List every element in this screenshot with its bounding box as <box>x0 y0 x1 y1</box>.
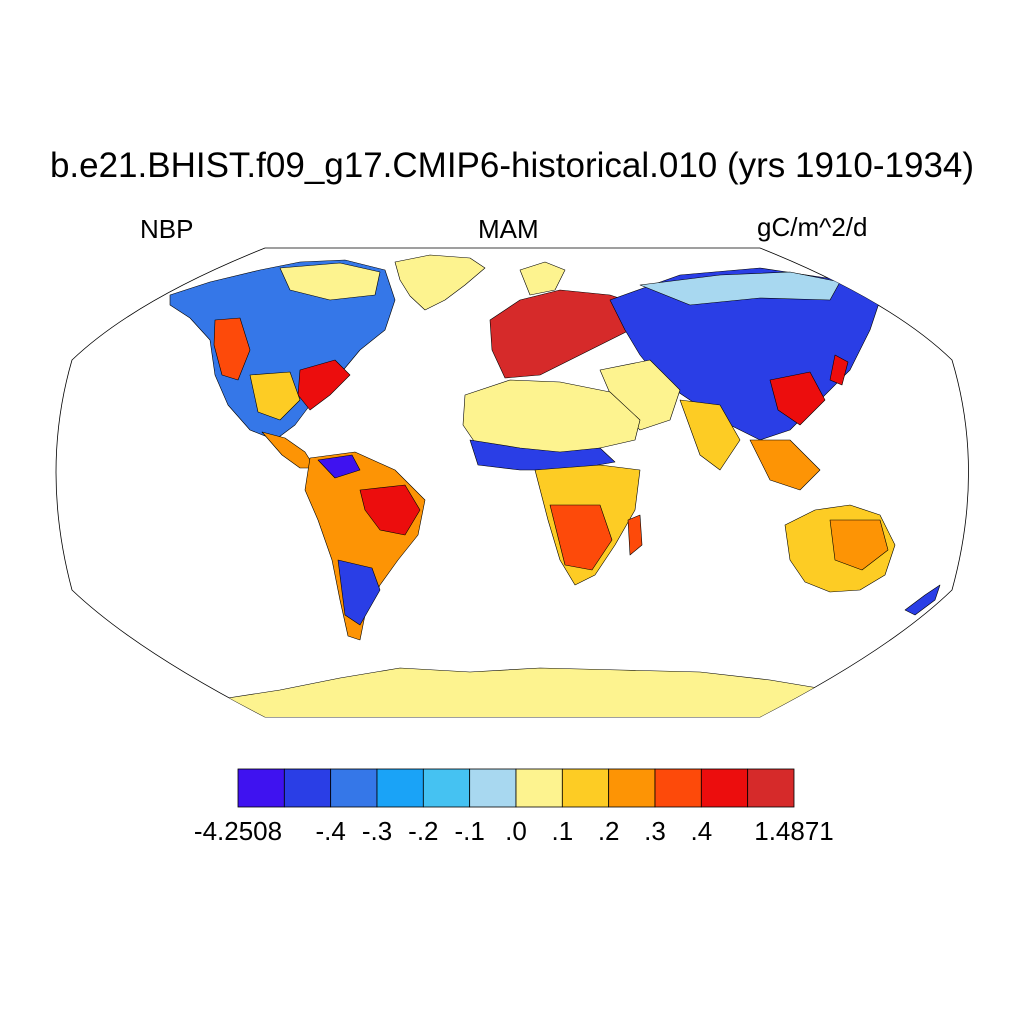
colorbar-tick-label: -.1 <box>454 816 484 846</box>
region-sa-amazon <box>359 484 421 536</box>
colorbar-swatch <box>747 768 795 808</box>
region-southeast-asia <box>749 439 821 491</box>
region-southern-africa <box>549 504 613 571</box>
region-europe <box>489 289 641 379</box>
colorbar-swatch <box>608 768 656 808</box>
colorbar-tick-label: .1 <box>551 816 573 846</box>
colorbar-tick-label: -.2 <box>408 816 438 846</box>
region-scandinavia <box>519 261 566 296</box>
region-sa-north <box>317 454 361 479</box>
colorbar-swatch <box>700 768 749 808</box>
region-na-central <box>249 371 301 421</box>
region-australia-east <box>829 519 889 571</box>
region-madagascar <box>627 514 643 556</box>
colorbar-swatch <box>469 768 517 808</box>
plot-title: b.e21.BHIST.f09_g17.CMIP6-historical.010… <box>49 146 975 185</box>
units-label: gC/m^2/d <box>757 212 868 242</box>
variable-label: NBP <box>140 214 194 244</box>
colorbar-labels: -4.2508 -.4 -.3 -.2 -.1 .0 .1 .2 .3 .4 1.4871 <box>194 816 834 846</box>
colorbar-tick-label: -4.2508 <box>194 816 282 846</box>
colorbar-swatch <box>376 768 424 808</box>
colorbar-tick-label: 1.4871 <box>754 816 834 846</box>
season-label: MAM <box>478 214 539 244</box>
region-na-arctic <box>279 262 381 301</box>
colorbar-swatch <box>561 768 610 808</box>
colorbar-tick-label: -.3 <box>362 816 392 846</box>
colorbar-swatch <box>283 768 332 808</box>
colorbar-tick-label: .4 <box>690 816 712 846</box>
colorbar-tick-label: .0 <box>505 816 527 846</box>
region-antarctica <box>214 667 831 717</box>
colorbar-tick-label: .2 <box>598 816 620 846</box>
region-greenland <box>394 254 486 311</box>
region-new-zealand <box>904 584 941 616</box>
colorbar-swatches <box>237 768 795 808</box>
region-south-asia <box>679 399 741 471</box>
colorbar-swatch <box>237 768 285 808</box>
region-sahel <box>469 439 616 471</box>
colorbar-tick-label: .3 <box>644 816 666 846</box>
region-na-west <box>213 317 251 381</box>
colorbar-swatch <box>422 768 471 808</box>
region-sa-south <box>337 559 381 626</box>
colorbar-tick-label: -.4 <box>315 816 345 846</box>
region-asia-east <box>769 371 826 426</box>
region-asia-north <box>639 271 841 306</box>
colorbar-swatch <box>515 768 563 808</box>
colorbar-swatch <box>654 768 702 808</box>
region-japan <box>829 354 849 386</box>
colorbar-swatch <box>330 768 378 808</box>
